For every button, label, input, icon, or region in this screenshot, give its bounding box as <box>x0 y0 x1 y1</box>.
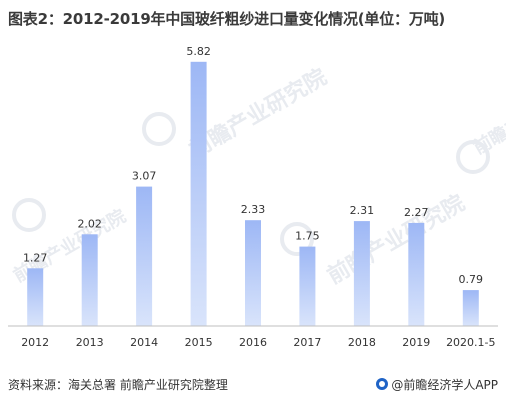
data-label-2016: 2.33 <box>241 203 266 216</box>
chart-title: 图表2：2012-2019年中国玻纤粗纱进口量变化情况(单位：万吨) <box>8 10 446 28</box>
data-label-2012: 1.27 <box>23 251 48 264</box>
x-tick-label-2020.1-5: 2020.1-5 <box>446 336 495 349</box>
data-label-2015: 5.82 <box>186 45 211 58</box>
data-label-2020.1-5: 0.79 <box>459 273 484 286</box>
bar-2018 <box>353 221 370 326</box>
brand-logo-icon <box>376 378 389 390</box>
bar-2015 <box>190 61 207 327</box>
bar-2017 <box>299 246 316 326</box>
data-label-2018: 2.31 <box>350 204 375 217</box>
x-tick-label-2016: 2016 <box>239 336 267 349</box>
x-tick-label-2018: 2018 <box>348 336 376 349</box>
data-label-2014: 3.07 <box>132 170 157 183</box>
data-label-2017: 1.75 <box>295 230 320 243</box>
bar-2013 <box>81 234 98 326</box>
x-tick-label-2014: 2014 <box>130 336 158 349</box>
x-tick-label-2019: 2019 <box>402 336 430 349</box>
x-tick-label-2012: 2012 <box>21 336 49 349</box>
x-tick-label-2015: 2015 <box>185 336 213 349</box>
data-label-2019: 2.27 <box>404 206 429 219</box>
brand-text: @前瞻经济学人APP <box>391 377 498 392</box>
bar-2016 <box>245 220 261 326</box>
x-tick-label-2013: 2013 <box>76 336 104 349</box>
bar-2014 <box>136 186 153 326</box>
bar-2019 <box>408 222 425 326</box>
bar-2012 <box>27 268 44 326</box>
data-label-2013: 2.02 <box>77 217 102 230</box>
brand-credit: @前瞻经济学人APP <box>376 376 498 393</box>
source-note: 资料来源：海关总署 前瞻产业研究院整理 <box>8 377 228 392</box>
x-tick-label-2017: 2017 <box>293 336 321 349</box>
bar-2020.1-5 <box>462 290 479 326</box>
footer: 资料来源：海关总署 前瞻产业研究院整理 @前瞻经济学人APP <box>8 374 498 394</box>
